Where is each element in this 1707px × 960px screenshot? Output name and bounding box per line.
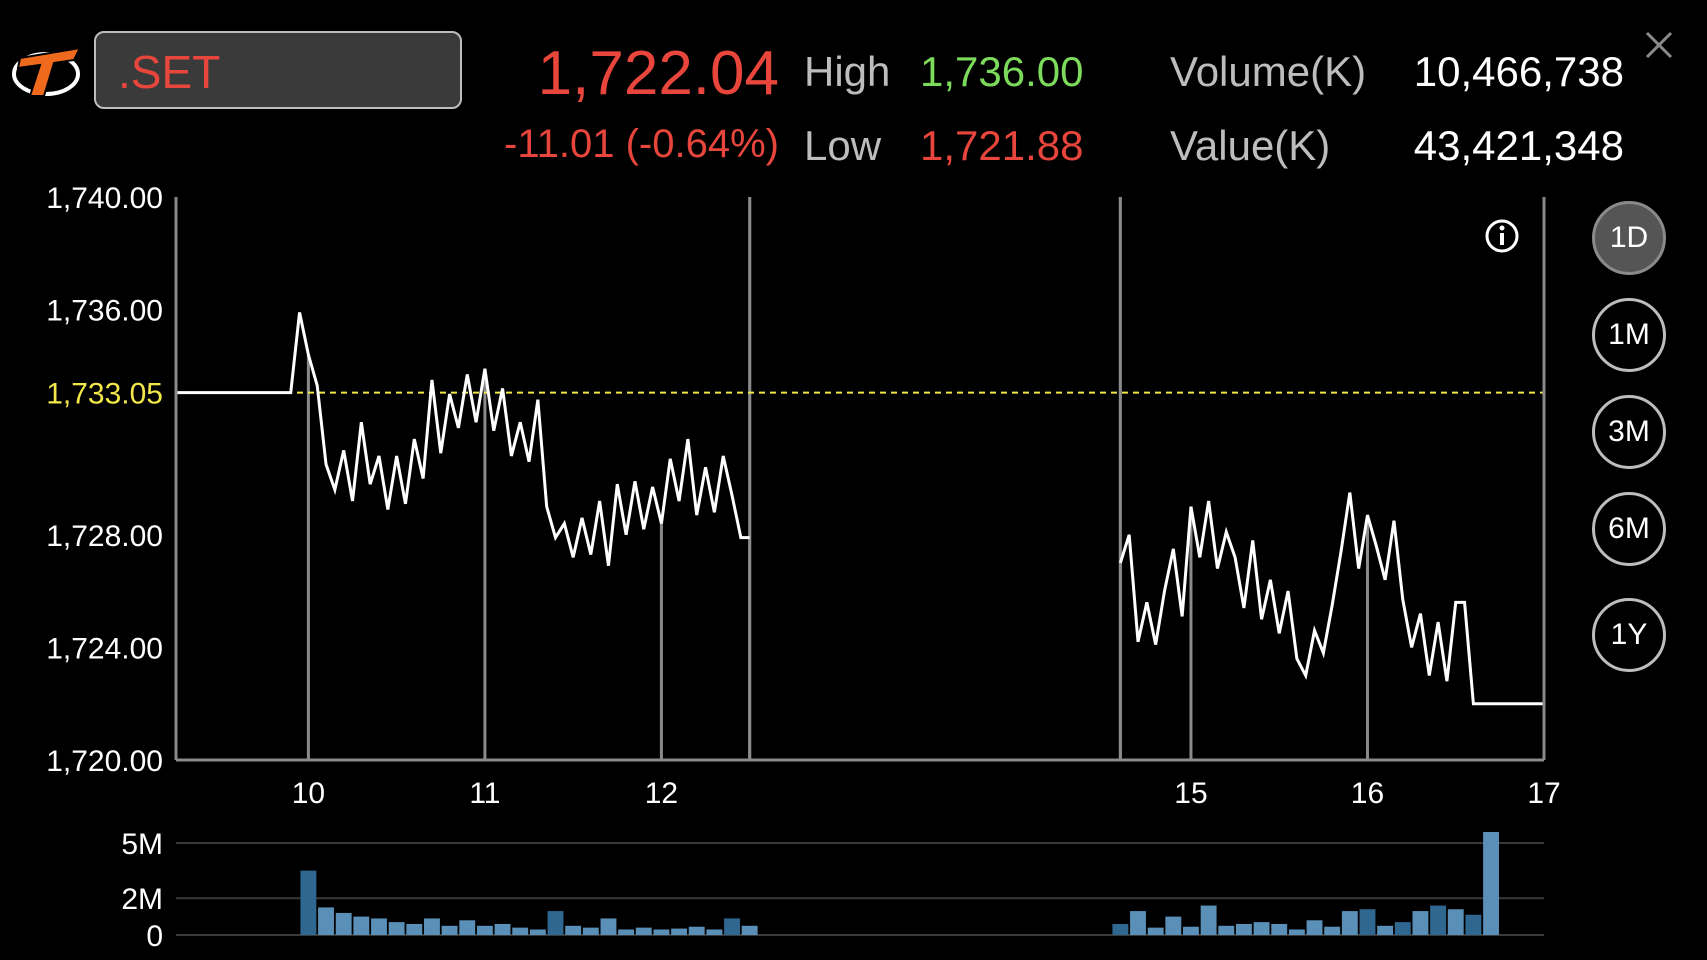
volume-bar [459, 920, 476, 935]
volume-bar [1359, 909, 1376, 935]
last-price: 1,722.04 [537, 39, 779, 108]
volume-bar [1147, 927, 1164, 935]
volume-bar [1271, 923, 1288, 935]
volume-bar [635, 927, 652, 935]
y-tick-label: 1,720.00 [46, 745, 163, 778]
symbol-text: .SET [118, 46, 221, 98]
volume-bar [1483, 832, 1499, 935]
low-label: Low [804, 122, 882, 169]
volume-bar [406, 923, 423, 935]
volume-bar [1377, 925, 1394, 935]
volume-bar [529, 929, 546, 935]
volume-bar [600, 918, 617, 935]
volume-bar [1341, 911, 1358, 935]
volume-bar [618, 929, 635, 935]
volume-bar [671, 928, 688, 935]
brand-logo-icon [12, 46, 82, 97]
volume-tick-label: 5M [121, 828, 163, 861]
info-icon[interactable] [1485, 219, 1519, 253]
value-label: Value(K) [1170, 122, 1331, 169]
x-tick-label: 16 [1351, 777, 1384, 810]
x-tick-label: 11 [469, 777, 500, 810]
high-value: 1,736.00 [920, 48, 1084, 95]
volume-bar [1430, 905, 1447, 935]
volume-tick-label: 0 [146, 920, 163, 953]
x-tick-label: 12 [645, 777, 678, 810]
price-change: -11.01 (-0.64%) [504, 122, 779, 166]
volume-bar [353, 916, 370, 935]
volume-bar [1130, 911, 1146, 935]
volume-bar [1465, 914, 1482, 935]
volume-bar [1447, 909, 1464, 935]
gridline-mask [176, 195, 750, 566]
range-button-6m[interactable]: 6M [1592, 492, 1666, 566]
price-line-afternoon [1118, 492, 1544, 706]
volume-bar [688, 926, 705, 935]
volume-bar [1412, 911, 1429, 935]
range-button-1m[interactable]: 1M [1592, 298, 1666, 372]
volume-bar [1183, 926, 1199, 935]
range-button-1d[interactable]: 1D [1592, 201, 1666, 275]
volume-bar [1218, 925, 1235, 935]
volume-bar [476, 925, 493, 935]
volume-bar [1200, 905, 1217, 935]
volume-label: Volume(K) [1170, 48, 1367, 95]
x-tick-label: 10 [292, 777, 325, 810]
volume-bar [424, 918, 440, 935]
volume-bar [1394, 922, 1411, 935]
volume-bar [1306, 920, 1323, 935]
volume-value: 10,466,738 [1413, 48, 1624, 95]
volume-bar [1235, 923, 1252, 935]
y-tick-label: 1,740.00 [46, 182, 163, 215]
volume-bar [1165, 916, 1182, 935]
low-value: 1,721.88 [920, 122, 1084, 169]
close-icon[interactable] [1644, 30, 1674, 60]
price-line-morning [176, 312, 750, 566]
volume-bar [724, 918, 740, 935]
high-label: High [804, 48, 891, 95]
reference-line-label: 1,733.05 [46, 378, 163, 411]
volume-bar [318, 907, 334, 935]
volume-bar [706, 929, 723, 935]
volume-tick-label: 2M [121, 883, 163, 916]
volume-bar [371, 918, 387, 935]
volume-bar [388, 922, 405, 935]
y-tick-label: 1,728.00 [46, 520, 163, 553]
gridline-mask [1120, 195, 1544, 704]
volume-bar [1112, 923, 1129, 935]
volume-bar [300, 870, 317, 935]
volume-bar [335, 912, 352, 935]
x-tick-label: 15 [1174, 777, 1207, 810]
volume-bar [547, 911, 564, 935]
volume-bar [1324, 926, 1341, 935]
volume-bar [582, 927, 599, 935]
volume-bar [1253, 922, 1270, 935]
y-tick-label: 1,736.00 [46, 295, 163, 328]
volume-bar [494, 923, 511, 935]
y-tick-label: 1,724.00 [46, 632, 163, 665]
volume-bar [565, 925, 582, 935]
volume-bar [1288, 929, 1305, 935]
range-button-3m[interactable]: 3M [1592, 395, 1666, 469]
symbol-search-box[interactable]: .SET [94, 31, 462, 109]
volume-bar [441, 925, 458, 935]
range-button-1y[interactable]: 1Y [1592, 598, 1666, 672]
value-value: 43,421,348 [1413, 122, 1624, 169]
x-tick-label: 17 [1527, 777, 1560, 810]
volume-bar [741, 925, 758, 935]
volume-bar [512, 927, 529, 935]
volume-bar [653, 929, 670, 935]
